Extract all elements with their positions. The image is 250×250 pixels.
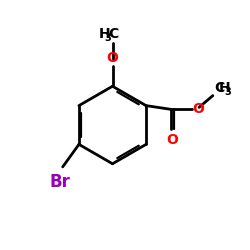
- Text: Br: Br: [50, 173, 71, 191]
- Text: C: C: [214, 80, 224, 94]
- Text: O: O: [166, 133, 178, 147]
- Text: O: O: [106, 51, 118, 65]
- Text: O: O: [192, 102, 204, 117]
- Text: H: H: [99, 27, 110, 41]
- Text: 3: 3: [104, 33, 111, 43]
- Text: H: H: [219, 80, 230, 94]
- Text: 3: 3: [224, 87, 231, 97]
- Text: C: C: [108, 27, 118, 41]
